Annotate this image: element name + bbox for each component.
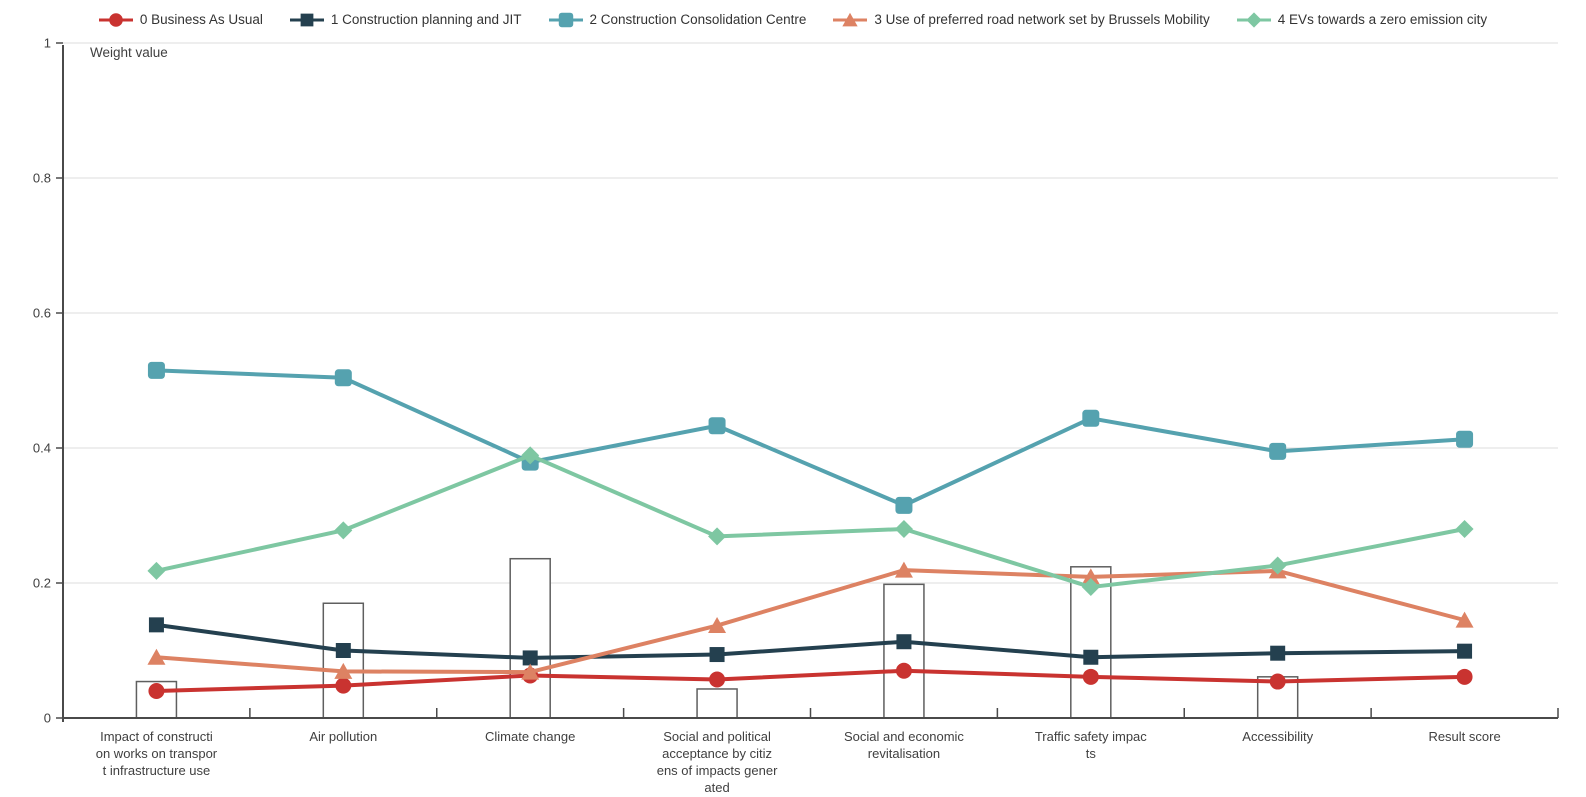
data-marker [334,521,353,540]
category-label: Social and economic revitalisation [844,729,964,761]
data-marker [521,446,540,465]
legend-label: 1 Construction planning and JIT [330,12,522,28]
data-marker [148,683,165,699]
category-label: Air pollution [309,729,377,744]
legend-marker [109,13,123,27]
legend-label: 3 Use of preferred road network set by B… [874,12,1210,28]
data-marker [1269,673,1286,690]
series-3 [147,561,1474,680]
category-label: Climate change [485,729,575,744]
data-marker [1455,611,1474,628]
data-marker [1457,643,1473,659]
data-marker [147,561,166,580]
data-marker [896,634,912,650]
data-marker [1082,668,1099,685]
legend-item-0[interactable]: 0 Business As Usual [98,11,263,29]
data-marker [147,648,166,665]
data-marker [708,527,727,546]
legend-item-4[interactable]: 4 EVs towards a zero emission city [1236,11,1488,29]
criteria-weight-bar [509,557,551,719]
data-marker [708,617,727,634]
category-label: Impact of constructi on works on transpor… [96,729,218,778]
diamond-legend-icon [1236,12,1271,28]
legend-marker [1246,12,1262,28]
data-marker [1456,430,1474,448]
data-marker [1268,556,1287,575]
triangle-legend-icon [833,12,868,27]
legend-item-1[interactable]: 1 Construction planning and JIT [289,11,522,29]
data-marker [894,520,913,538]
series-line [154,668,1467,693]
data-marker [147,361,165,379]
data-marker [522,650,538,666]
data-marker [334,369,352,387]
square-rounded-legend-icon [548,12,583,28]
square-legend-icon [289,13,324,27]
data-marker [895,662,912,679]
criteria-weight-bars [135,557,1299,719]
data-marker [1270,645,1286,661]
series-line [154,622,1467,660]
data-marker [1081,578,1100,597]
y-axis-title: Weight value [90,45,168,60]
y-tick-label: 1 [44,36,51,51]
axis-labels: 0 0.2 0.4 0.6 0.8 1 Impact of constructi on wor… [33,36,1501,796]
circle-legend-icon [98,13,133,27]
y-tick-label: 0 [44,711,51,726]
criteria-weight-bar [1070,566,1112,719]
legend-marker [300,13,314,27]
y-tick-label: 0.6 [33,306,51,321]
category-label: Traffic safety impac ts [1035,729,1147,761]
category-label: Accessibility [1242,729,1313,744]
data-marker [521,663,540,680]
legend-marker [842,12,859,27]
criteria-weight-bar [696,688,738,719]
data-marker [708,417,726,435]
legend-item-2[interactable]: 2 Construction Consolidation Centre [548,11,807,29]
data-marker [1269,442,1287,460]
data-marker [709,647,725,663]
category-label: Social and political acceptance by citiz e… [657,729,778,795]
data-marker [709,671,726,688]
data-marker [1455,520,1474,538]
data-marker [335,677,352,694]
data-marker [148,617,164,633]
series-line [154,368,1467,508]
y-tick-label: 0.4 [33,441,51,456]
legend-label: 0 Business As Usual [139,12,263,28]
data-marker [894,561,913,578]
legend-label: 2 Construction Consolidation Centre [589,12,807,28]
legend: 0 Business As Usual 1 Construction planni… [0,6,1586,34]
legend-marker [558,12,573,28]
legend-label: 4 EVs towards a zero emission city [1277,12,1488,28]
gridlines [63,42,1558,584]
axes [56,42,1559,722]
series-line [154,453,1467,590]
data-marker [1082,409,1100,427]
data-marker [1456,668,1473,685]
criteria-weight-bar [322,602,365,719]
series-line [154,568,1467,675]
data-marker [335,643,351,658]
series-2 [147,361,1474,514]
data-marker [895,496,913,514]
y-tick-label: 0.2 [33,576,51,591]
series-lines [147,361,1474,699]
category-label: Result score [1428,729,1500,744]
series-1 [148,617,1473,666]
legend-item-3[interactable]: 3 Use of preferred road network set by B… [833,11,1210,29]
criteria-weight-bar [883,583,925,719]
data-marker [1083,649,1099,665]
data-marker [1081,568,1100,585]
data-marker [334,662,353,679]
y-tick-label: 0.8 [33,171,51,186]
series-4 [147,446,1474,597]
